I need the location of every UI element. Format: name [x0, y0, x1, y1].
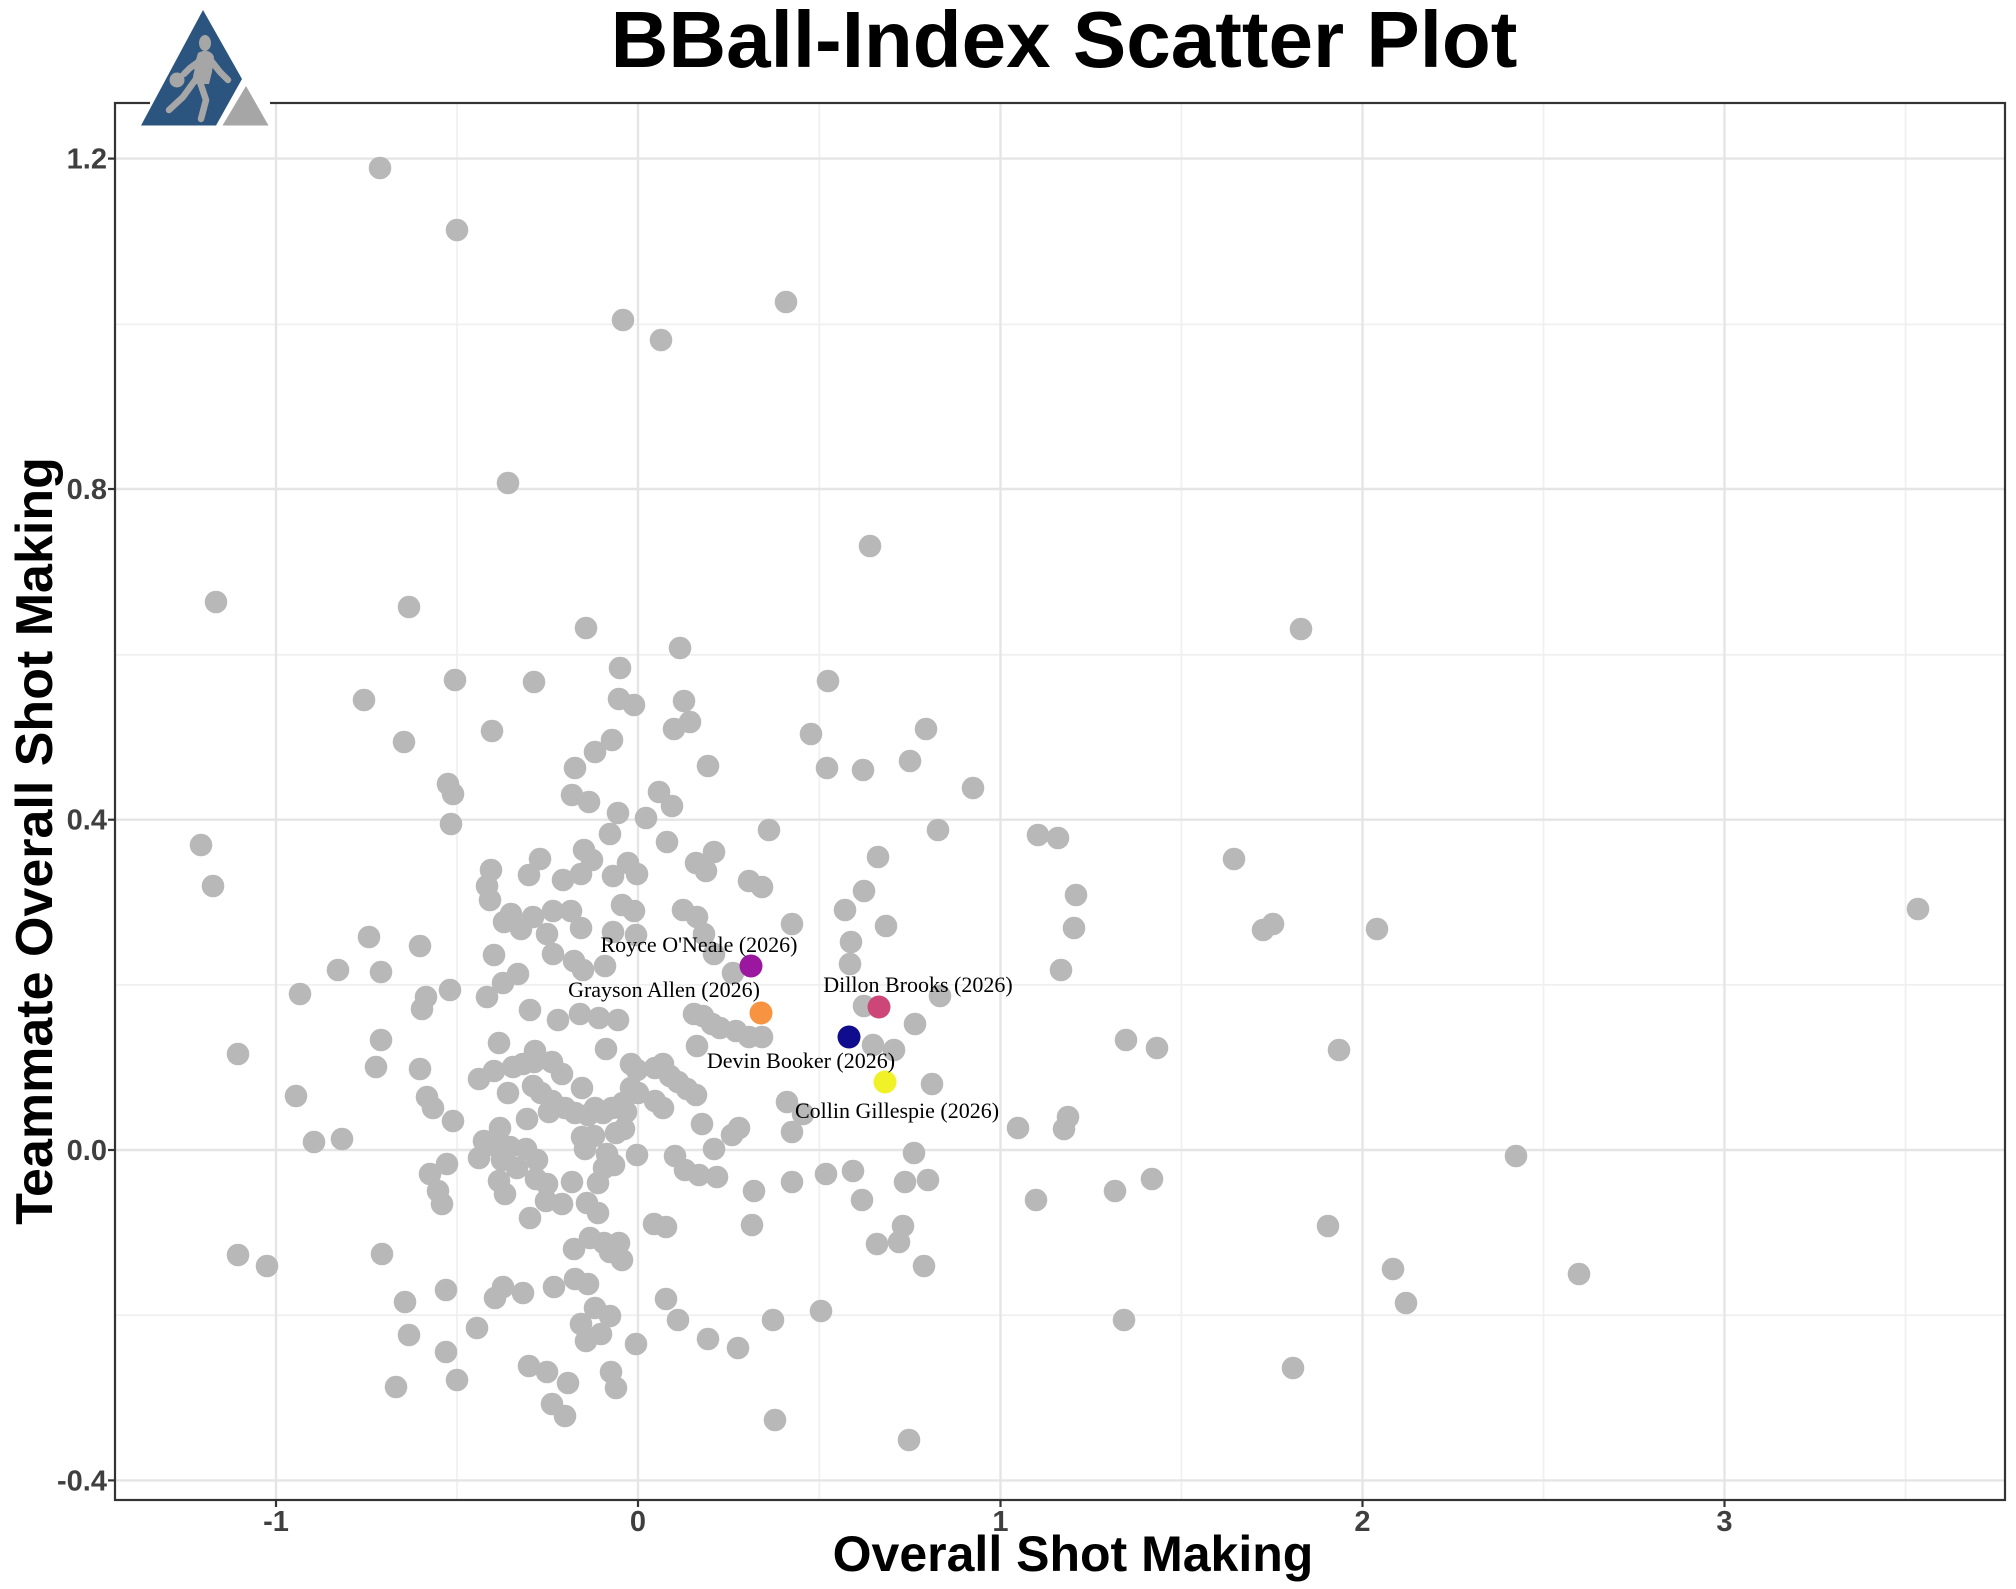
svg-text:Dillon Brooks (2026): Dillon Brooks (2026) [823, 972, 1012, 997]
svg-text:-0.4: -0.4 [57, 1465, 107, 1497]
svg-text:BBall-Index Scatter Plot: BBall-Index Scatter Plot [611, 0, 1518, 84]
svg-text:0: 0 [630, 1506, 646, 1538]
svg-text:Devin Booker (2026): Devin Booker (2026) [707, 1048, 895, 1073]
svg-text:Overall Shot Making: Overall Shot Making [833, 1526, 1314, 1582]
svg-text:Teammate Overall Shot Making: Teammate Overall Shot Making [6, 457, 64, 1225]
svg-text:Grayson Allen (2026): Grayson Allen (2026) [568, 977, 760, 1002]
svg-text:-1: -1 [263, 1506, 289, 1538]
svg-text:1.2: 1.2 [67, 144, 107, 176]
svg-text:0.4: 0.4 [67, 805, 107, 837]
svg-text:2: 2 [1354, 1506, 1370, 1538]
svg-text:1: 1 [992, 1506, 1008, 1538]
svg-text:Royce O'Neale (2026): Royce O'Neale (2026) [600, 932, 797, 957]
svg-text:0.0: 0.0 [67, 1135, 107, 1167]
svg-text:0.8: 0.8 [67, 474, 107, 506]
svg-text:3: 3 [1716, 1506, 1732, 1538]
svg-text:Collin Gillespie (2026): Collin Gillespie (2026) [795, 1098, 999, 1123]
